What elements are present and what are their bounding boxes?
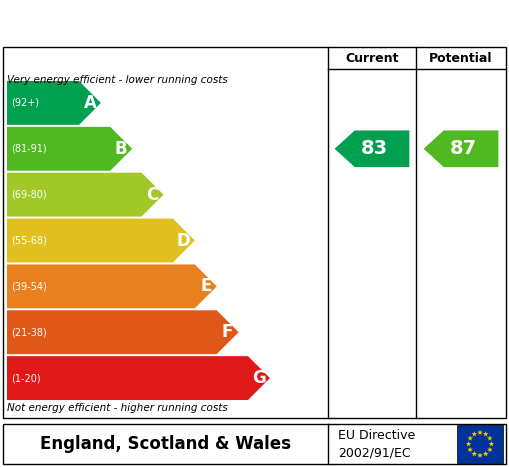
- Polygon shape: [7, 264, 217, 308]
- Bar: [3, 424, 506, 464]
- Text: (21-38): (21-38): [11, 327, 47, 337]
- Text: (55-68): (55-68): [11, 235, 47, 246]
- Text: Not energy efficient - higher running costs: Not energy efficient - higher running co…: [7, 403, 228, 413]
- Polygon shape: [423, 130, 498, 167]
- Polygon shape: [7, 356, 270, 400]
- Text: D: D: [177, 232, 191, 249]
- Polygon shape: [471, 451, 477, 456]
- Text: F: F: [222, 323, 233, 341]
- Polygon shape: [7, 219, 195, 262]
- Text: A: A: [83, 94, 96, 112]
- Text: (81-91): (81-91): [11, 144, 47, 154]
- Bar: [457, 425, 503, 463]
- Text: B: B: [115, 140, 128, 158]
- Polygon shape: [7, 81, 101, 125]
- Polygon shape: [477, 430, 483, 435]
- Polygon shape: [334, 130, 409, 167]
- Text: Current: Current: [345, 51, 399, 64]
- Polygon shape: [487, 435, 493, 441]
- Text: (92+): (92+): [11, 98, 39, 108]
- Text: C: C: [147, 186, 159, 204]
- Polygon shape: [466, 441, 471, 446]
- Polygon shape: [483, 431, 489, 437]
- Text: (1-20): (1-20): [11, 373, 41, 383]
- Polygon shape: [467, 447, 473, 452]
- Text: E: E: [200, 277, 211, 295]
- Text: Potential: Potential: [429, 51, 493, 64]
- Polygon shape: [7, 173, 163, 217]
- Polygon shape: [477, 453, 483, 458]
- Text: (39-54): (39-54): [11, 281, 47, 291]
- Polygon shape: [467, 435, 473, 441]
- Text: (69-80): (69-80): [11, 190, 47, 200]
- Text: Energy Efficiency Rating: Energy Efficiency Rating: [10, 12, 317, 32]
- Text: G: G: [252, 369, 266, 387]
- Polygon shape: [489, 441, 494, 446]
- Text: England, Scotland & Wales: England, Scotland & Wales: [40, 435, 291, 453]
- Text: EU Directive
2002/91/EC: EU Directive 2002/91/EC: [338, 429, 415, 459]
- Polygon shape: [7, 127, 132, 171]
- Polygon shape: [471, 431, 477, 437]
- Polygon shape: [7, 310, 239, 354]
- Text: Very energy efficient - lower running costs: Very energy efficient - lower running co…: [7, 75, 228, 85]
- Polygon shape: [487, 447, 493, 452]
- Text: 83: 83: [360, 139, 387, 158]
- Polygon shape: [483, 451, 489, 456]
- Text: 87: 87: [449, 139, 476, 158]
